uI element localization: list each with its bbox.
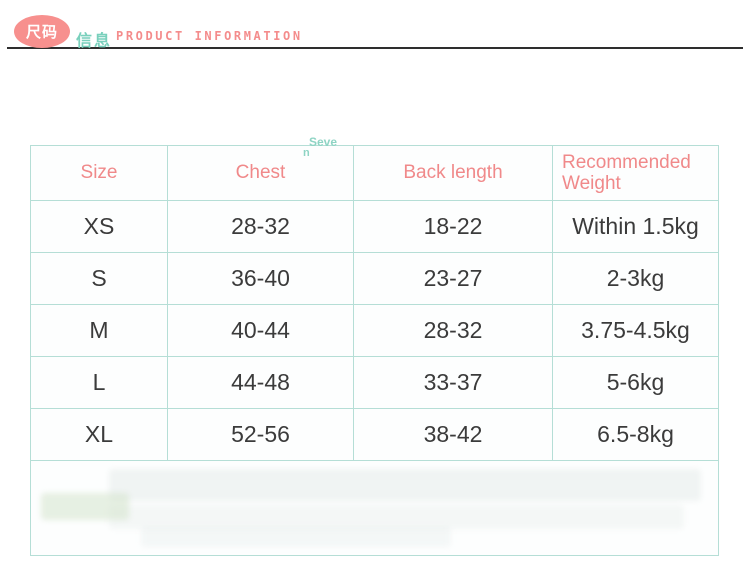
cell-chest: 44-48 [167, 356, 354, 409]
cell-back-length: 38-42 [353, 408, 553, 461]
cell-back-length: 23-27 [353, 252, 553, 305]
cell-size: S [30, 252, 168, 305]
cell-weight: 3.75-4.5kg [552, 304, 719, 357]
size-badge-label: 尺码 [25, 24, 58, 41]
faded-text-block [109, 505, 684, 529]
info-label: 信息 [76, 33, 113, 50]
table-row: L 44-48 33-37 5-6kg [30, 356, 719, 409]
cell-chest: 36-40 [167, 252, 354, 305]
cell-weight: 6.5-8kg [552, 408, 719, 461]
cell-back-length: 18-22 [353, 200, 553, 253]
size-badge: 尺码 [14, 15, 70, 48]
faded-text-block [109, 469, 701, 501]
cell-back-length: 33-37 [353, 356, 553, 409]
column-header-size: Size [30, 145, 168, 201]
column-header-back-length: Back length [353, 145, 553, 201]
cell-size: L [30, 356, 168, 409]
cell-weight: Within 1.5kg [552, 200, 719, 253]
cell-chest: 28-32 [167, 200, 354, 253]
cell-size: XS [30, 200, 168, 253]
table-header-row: Size Chest Back length Recommended Weigh… [30, 145, 719, 201]
page-title: PRODUCT INFORMATION [116, 29, 303, 43]
table-row: M 40-44 28-32 3.75-4.5kg [30, 304, 719, 357]
cell-chest: 52-56 [167, 408, 354, 461]
cell-chest: 40-44 [167, 304, 354, 357]
header-divider-line [7, 47, 743, 49]
table-row: S 36-40 23-27 2-3kg [30, 252, 719, 305]
cell-size: M [30, 304, 168, 357]
faded-text-block [141, 527, 451, 547]
column-header-chest: Chest [167, 145, 354, 201]
cell-weight: 2-3kg [552, 252, 719, 305]
table-row: XS 28-32 18-22 Within 1.5kg [30, 200, 719, 253]
table-row: XL 52-56 38-42 6.5-8kg [30, 408, 719, 461]
cell-weight: 5-6kg [552, 356, 719, 409]
faded-text-block [41, 493, 129, 520]
page-header: 尺码 信息 PRODUCT INFORMATION [0, 0, 749, 60]
unit-section: Seve n Unit: CM [0, 65, 749, 179]
size-chart-table: Size Chest Back length Recommended Weigh… [30, 145, 719, 556]
column-header-recommended-weight: Recommended Weight [552, 145, 719, 201]
table-footnote-row [30, 460, 719, 556]
cell-back-length: 28-32 [353, 304, 553, 357]
cell-size: XL [30, 408, 168, 461]
footnote-cell [30, 460, 719, 556]
logo-text-wrap: n [303, 147, 310, 159]
logo-text-top: Seve [309, 135, 338, 149]
